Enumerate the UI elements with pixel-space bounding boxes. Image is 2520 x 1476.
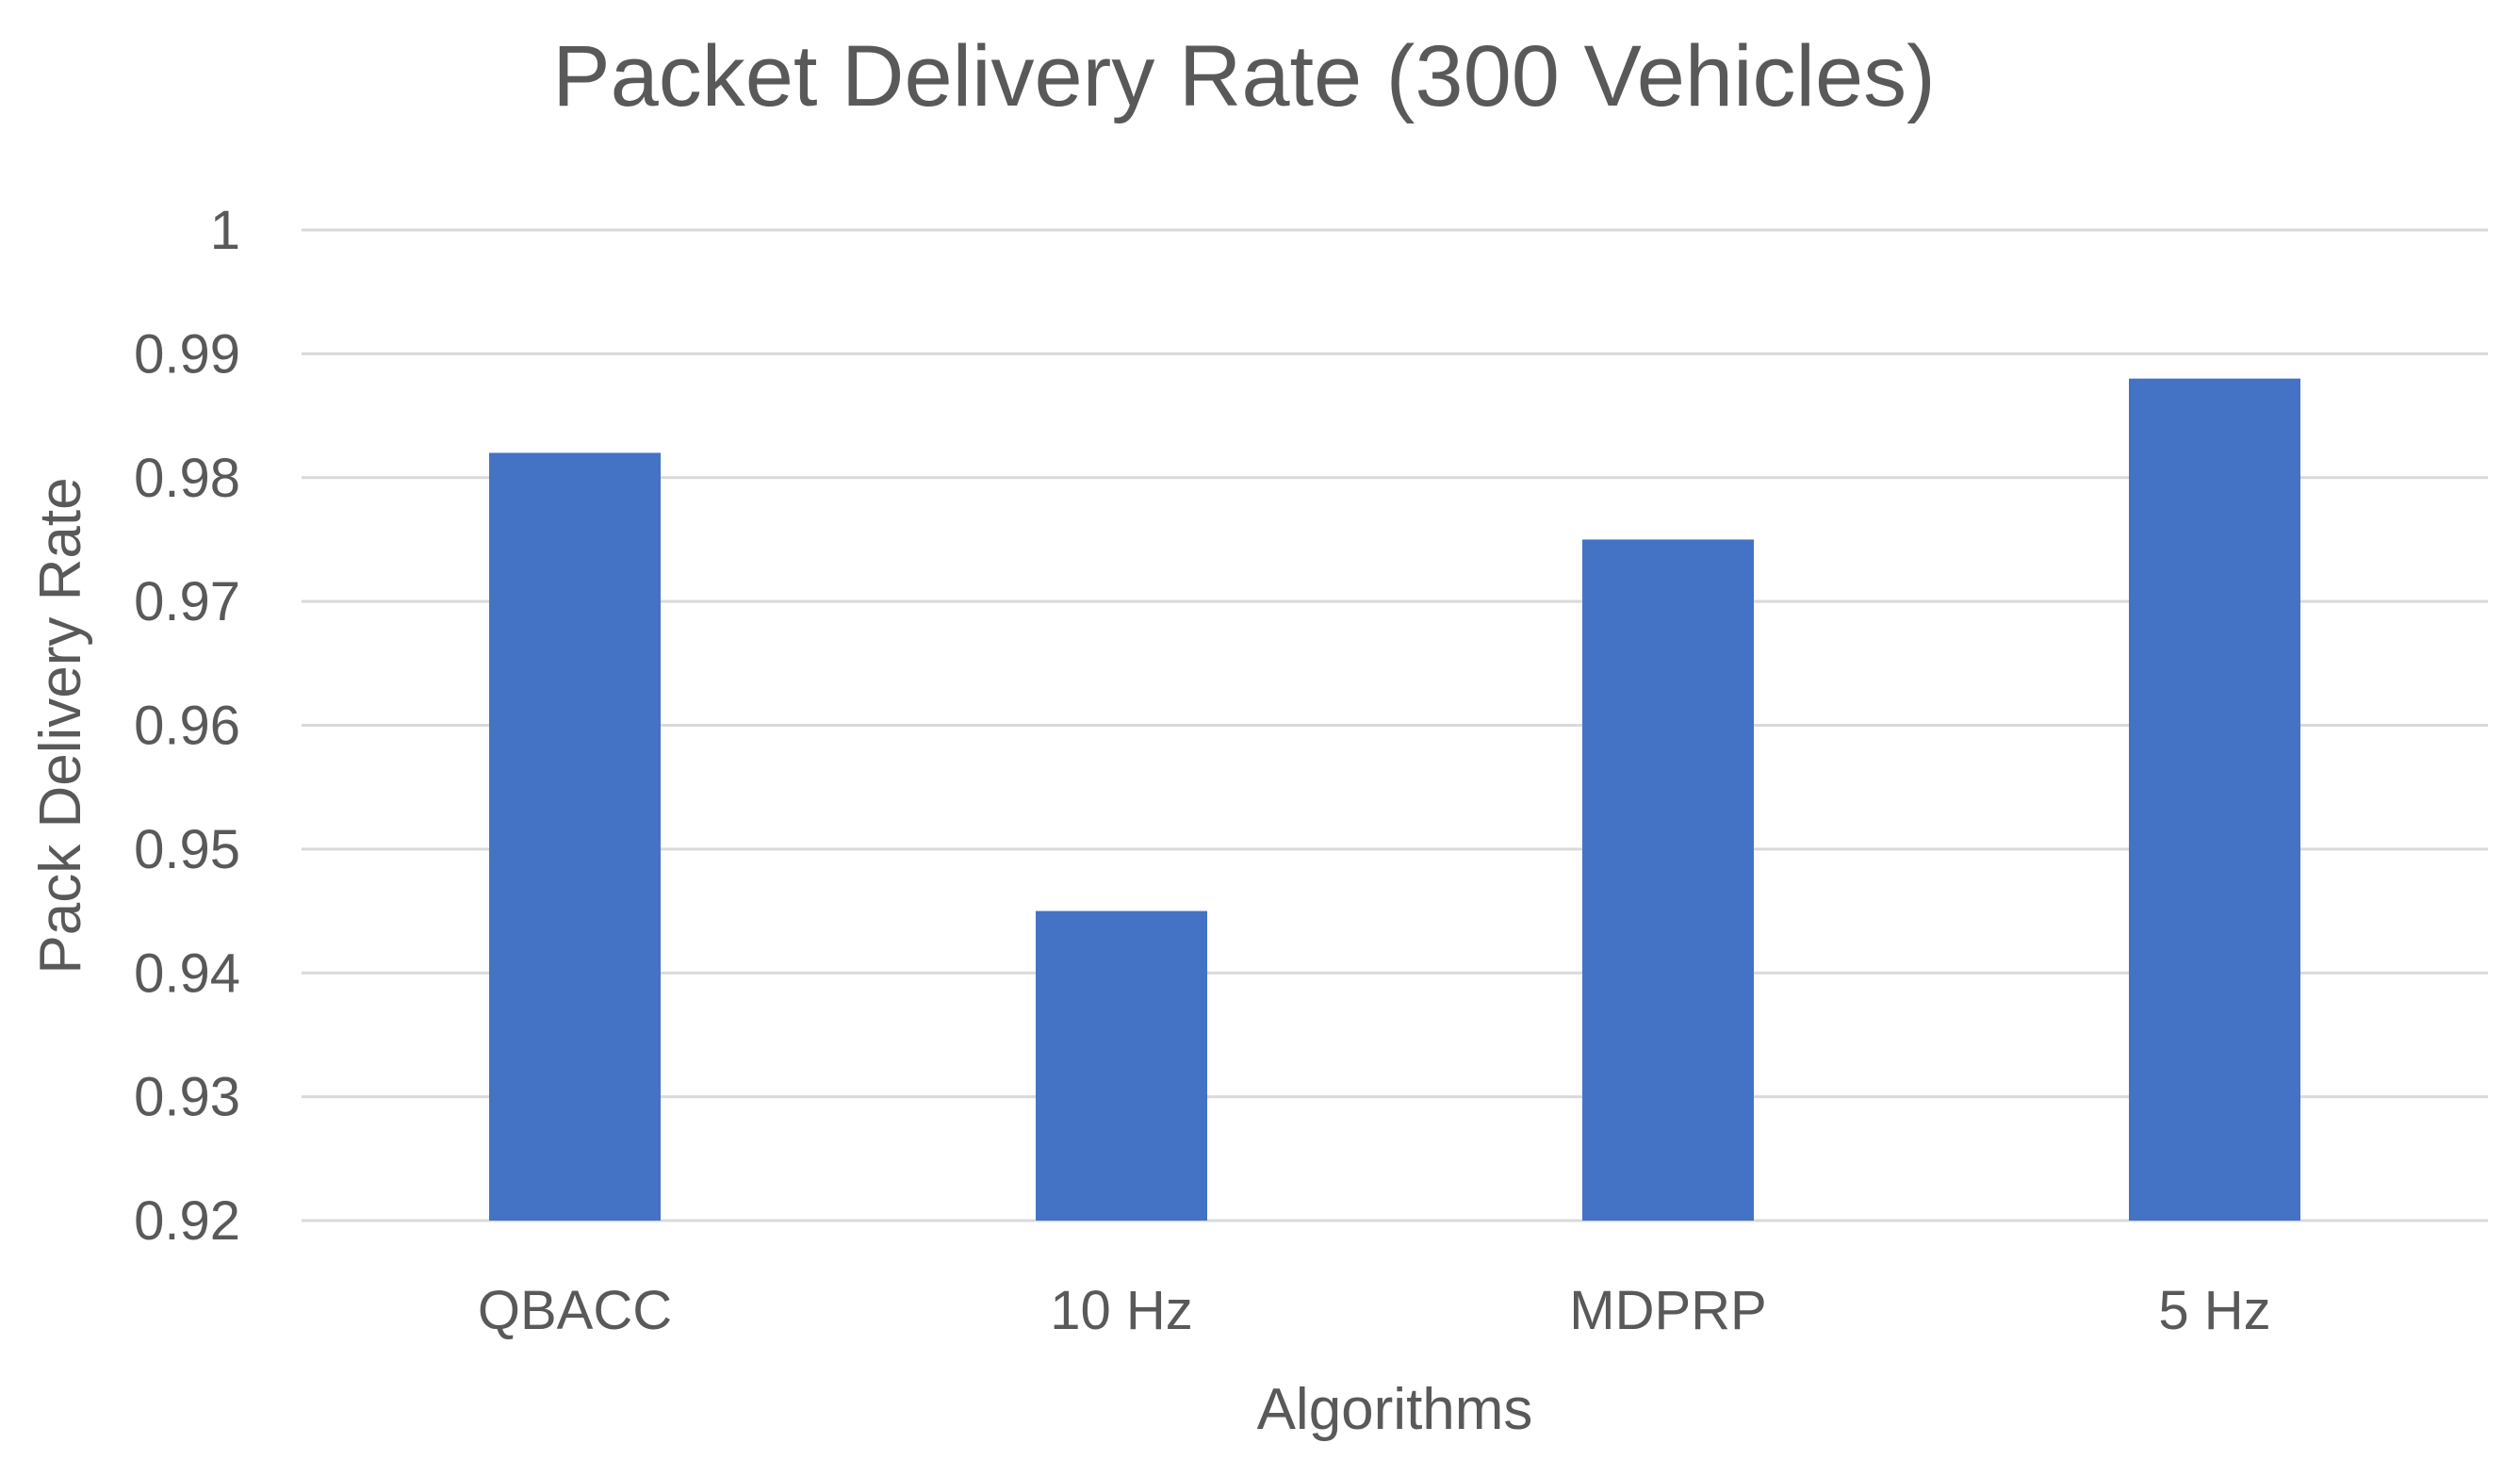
y-tick-label: 0.93 (134, 1067, 240, 1128)
y-tick-label: 1 (210, 200, 240, 261)
y-axis-title: Pack Delivery Rate (28, 477, 93, 974)
x-category-label: 10 Hz (1050, 1280, 1193, 1341)
bar-10-hz (1036, 910, 1207, 1221)
gridlines (302, 228, 2488, 1222)
y-tick-label: 0.95 (134, 819, 240, 880)
y-tick-label: 0.97 (134, 571, 240, 632)
x-axis-categories: QBACC 10 Hz MDPRP 5 Hz (478, 1280, 2271, 1341)
y-tick-label: 0.99 (134, 323, 240, 385)
x-axis-title: Algorithms (1257, 1377, 1533, 1442)
y-tick-label: 0.94 (134, 943, 240, 1004)
x-category-label: MDPRP (1569, 1280, 1766, 1341)
chart-title: Packet Delivery Rate (300 Vehicles) (552, 28, 1936, 124)
x-category-label: QBACC (478, 1280, 672, 1341)
y-tick-label: 0.98 (134, 448, 240, 509)
bar-qbacc (489, 452, 661, 1222)
x-category-label: 5 Hz (2158, 1280, 2270, 1341)
y-tick-label: 0.92 (134, 1190, 240, 1252)
bar-5-hz (2129, 378, 2300, 1221)
bars (489, 378, 2300, 1222)
y-axis-ticks: 0.92 0.93 0.94 0.95 0.96 0.97 0.98 0.99 1 (134, 200, 240, 1252)
bar-mdprp (1582, 539, 1754, 1221)
y-tick-label: 0.96 (134, 696, 240, 757)
